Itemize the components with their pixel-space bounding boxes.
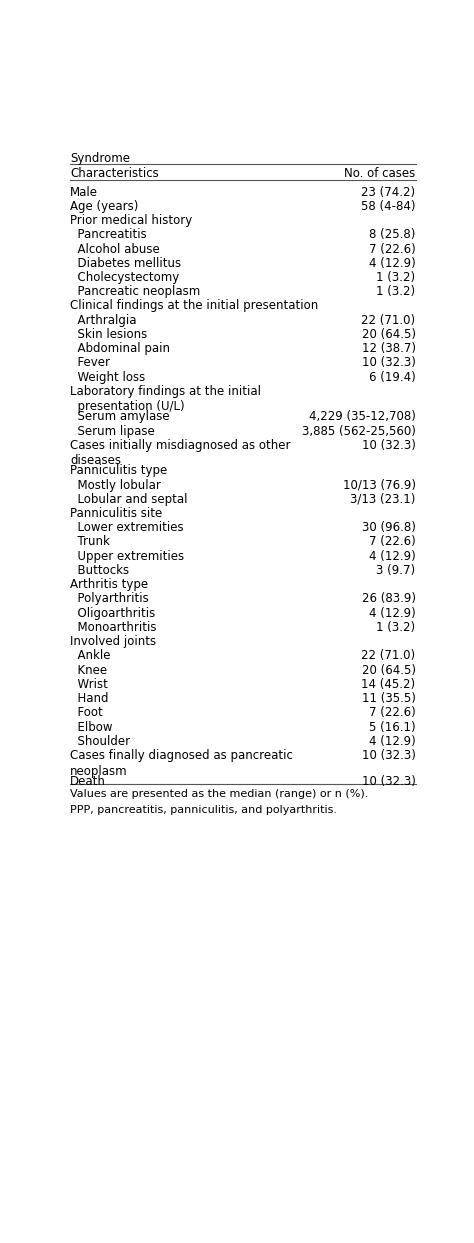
Text: Cases initially misdiagnosed as other
diseases: Cases initially misdiagnosed as other di… <box>70 439 291 467</box>
Text: 10 (32.3): 10 (32.3) <box>362 774 416 788</box>
Text: Fever: Fever <box>70 357 110 369</box>
Text: 4 (12.9): 4 (12.9) <box>369 735 416 748</box>
Text: Arthralgia: Arthralgia <box>70 313 137 327</box>
Text: 7 (22.6): 7 (22.6) <box>369 536 416 548</box>
Text: Wrist: Wrist <box>70 677 108 691</box>
Text: Age (years): Age (years) <box>70 200 139 213</box>
Text: 22 (71.0): 22 (71.0) <box>362 313 416 327</box>
Text: 22 (71.0): 22 (71.0) <box>362 649 416 663</box>
Text: Panniculitis site: Panniculitis site <box>70 507 163 520</box>
Text: 30 (96.8): 30 (96.8) <box>362 521 416 534</box>
Text: Cases finally diagnosed as pancreatic
neoplasm: Cases finally diagnosed as pancreatic ne… <box>70 750 293 778</box>
Text: Alcohol abuse: Alcohol abuse <box>70 242 160 256</box>
Text: Foot: Foot <box>70 706 103 720</box>
Text: 3 (9.7): 3 (9.7) <box>376 564 416 577</box>
Text: 58 (4-84): 58 (4-84) <box>361 200 416 213</box>
Text: 20 (64.5): 20 (64.5) <box>362 664 416 676</box>
Text: Buttocks: Buttocks <box>70 564 129 577</box>
Text: Male: Male <box>70 185 98 199</box>
Text: 10/13 (76.9): 10/13 (76.9) <box>343 479 416 491</box>
Text: Shoulder: Shoulder <box>70 735 130 748</box>
Text: 6 (19.4): 6 (19.4) <box>369 370 416 384</box>
Text: 7 (22.6): 7 (22.6) <box>369 706 416 720</box>
Text: 23 (74.2): 23 (74.2) <box>362 185 416 199</box>
Text: Lower extremities: Lower extremities <box>70 521 184 534</box>
Text: Lobular and septal: Lobular and septal <box>70 492 188 506</box>
Text: Trunk: Trunk <box>70 536 110 548</box>
Text: 10 (32.3): 10 (32.3) <box>362 750 416 762</box>
Text: Cholecystectomy: Cholecystectomy <box>70 271 180 283</box>
Text: PPP, pancreatitis, panniculitis, and polyarthritis.: PPP, pancreatitis, panniculitis, and pol… <box>70 805 337 815</box>
Text: 1 (3.2): 1 (3.2) <box>376 285 416 298</box>
Text: Laboratory findings at the initial
  presentation (U/L): Laboratory findings at the initial prese… <box>70 385 261 414</box>
Text: Diabetes mellitus: Diabetes mellitus <box>70 257 182 270</box>
Text: No. of cases: No. of cases <box>344 168 416 180</box>
Text: Monoarthritis: Monoarthritis <box>70 622 157 634</box>
Text: Skin lesions: Skin lesions <box>70 328 147 341</box>
Text: Upper extremities: Upper extremities <box>70 549 184 563</box>
Text: 4 (12.9): 4 (12.9) <box>369 549 416 563</box>
Text: 4 (12.9): 4 (12.9) <box>369 607 416 620</box>
Text: 4,229 (35-12,708): 4,229 (35-12,708) <box>309 410 416 424</box>
Text: 10 (32.3): 10 (32.3) <box>362 439 416 452</box>
Text: Death: Death <box>70 774 106 788</box>
Text: 1 (3.2): 1 (3.2) <box>376 622 416 634</box>
Text: 14 (45.2): 14 (45.2) <box>362 677 416 691</box>
Text: 10 (32.3): 10 (32.3) <box>362 357 416 369</box>
Text: Serum amylase: Serum amylase <box>70 410 170 424</box>
Text: Abdominal pain: Abdominal pain <box>70 342 170 355</box>
Text: 4 (12.9): 4 (12.9) <box>369 257 416 270</box>
Text: 3/13 (23.1): 3/13 (23.1) <box>350 492 416 506</box>
Text: 20 (64.5): 20 (64.5) <box>362 328 416 341</box>
Text: Serum lipase: Serum lipase <box>70 425 155 438</box>
Text: Ankle: Ankle <box>70 649 111 663</box>
Text: 11 (35.5): 11 (35.5) <box>362 692 416 705</box>
Text: Prior medical history: Prior medical history <box>70 214 192 227</box>
Text: 12 (38.7): 12 (38.7) <box>362 342 416 355</box>
Text: 5 (16.1): 5 (16.1) <box>369 721 416 733</box>
Text: Elbow: Elbow <box>70 721 113 733</box>
Text: Pancreatitis: Pancreatitis <box>70 229 147 241</box>
Text: Characteristics: Characteristics <box>70 168 159 180</box>
Text: Weight loss: Weight loss <box>70 370 146 384</box>
Text: Syndrome: Syndrome <box>70 152 130 165</box>
Text: Mostly lobular: Mostly lobular <box>70 479 161 491</box>
Text: Clinical findings at the initial presentation: Clinical findings at the initial present… <box>70 300 319 312</box>
Text: 7 (22.6): 7 (22.6) <box>369 242 416 256</box>
Text: Polyarthritis: Polyarthritis <box>70 593 149 605</box>
Text: 8 (25.8): 8 (25.8) <box>369 229 416 241</box>
Text: Knee: Knee <box>70 664 108 676</box>
Text: Pancreatic neoplasm: Pancreatic neoplasm <box>70 285 201 298</box>
Text: 26 (83.9): 26 (83.9) <box>362 593 416 605</box>
Text: Involved joints: Involved joints <box>70 635 156 648</box>
Text: Oligoarthritis: Oligoarthritis <box>70 607 155 620</box>
Text: 1 (3.2): 1 (3.2) <box>376 271 416 283</box>
Text: Hand: Hand <box>70 692 109 705</box>
Text: Arthritis type: Arthritis type <box>70 578 148 592</box>
Text: 3,885 (562-25,560): 3,885 (562-25,560) <box>302 425 416 438</box>
Text: Values are presented as the median (range) or n (%).: Values are presented as the median (rang… <box>70 789 369 799</box>
Text: Panniculitis type: Panniculitis type <box>70 465 167 477</box>
